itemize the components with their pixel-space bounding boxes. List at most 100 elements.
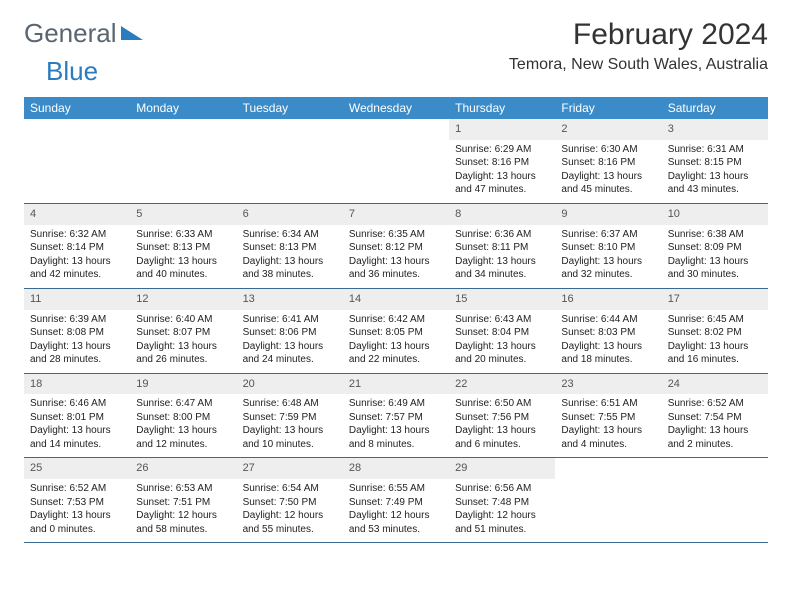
sunset-text: Sunset: 8:10 PM [561, 241, 655, 255]
sunset-text: Sunset: 8:09 PM [668, 241, 762, 255]
location: Temora, New South Wales, Australia [509, 56, 768, 74]
day-number: 4 [24, 204, 130, 225]
daylight-text: Daylight: 13 hours and 0 minutes. [30, 509, 124, 536]
day-body: Sunrise: 6:43 AMSunset: 8:04 PMDaylight:… [449, 310, 555, 373]
sunset-text: Sunset: 7:57 PM [349, 411, 443, 425]
day-number: 24 [662, 374, 768, 395]
day-number: 10 [662, 204, 768, 225]
day-number: 12 [130, 289, 236, 310]
daylight-text: Daylight: 13 hours and 4 minutes. [561, 424, 655, 451]
day-number: 2 [555, 119, 661, 140]
sunset-text: Sunset: 7:48 PM [455, 496, 549, 510]
daylight-text: Daylight: 13 hours and 10 minutes. [243, 424, 337, 451]
sunrise-text: Sunrise: 6:30 AM [561, 143, 655, 157]
day-cell: 23Sunrise: 6:51 AMSunset: 7:55 PMDayligh… [555, 374, 661, 458]
daylight-text: Daylight: 13 hours and 36 minutes. [349, 255, 443, 282]
day-number: 11 [24, 289, 130, 310]
week-row: 11Sunrise: 6:39 AMSunset: 8:08 PMDayligh… [24, 289, 768, 374]
day-body: Sunrise: 6:36 AMSunset: 8:11 PMDaylight:… [449, 225, 555, 288]
logo-triangle-icon [121, 18, 145, 49]
daylight-text: Daylight: 13 hours and 8 minutes. [349, 424, 443, 451]
day-body: Sunrise: 6:52 AMSunset: 7:53 PMDaylight:… [24, 479, 130, 542]
day-number [130, 119, 236, 140]
weekday-mon: Monday [130, 97, 236, 119]
calendar: Sunday Monday Tuesday Wednesday Thursday… [24, 97, 768, 543]
day-cell [237, 119, 343, 203]
daylight-text: Daylight: 13 hours and 24 minutes. [243, 340, 337, 367]
day-body: Sunrise: 6:54 AMSunset: 7:50 PMDaylight:… [237, 479, 343, 542]
day-cell: 26Sunrise: 6:53 AMSunset: 7:51 PMDayligh… [130, 458, 236, 542]
day-number: 26 [130, 458, 236, 479]
sunset-text: Sunset: 7:56 PM [455, 411, 549, 425]
day-number: 27 [237, 458, 343, 479]
week-row: 18Sunrise: 6:46 AMSunset: 8:01 PMDayligh… [24, 374, 768, 459]
day-number: 7 [343, 204, 449, 225]
day-number: 20 [237, 374, 343, 395]
week-row: 1Sunrise: 6:29 AMSunset: 8:16 PMDaylight… [24, 119, 768, 204]
day-cell: 12Sunrise: 6:40 AMSunset: 8:07 PMDayligh… [130, 289, 236, 373]
day-body: Sunrise: 6:48 AMSunset: 7:59 PMDaylight:… [237, 394, 343, 457]
day-cell: 16Sunrise: 6:44 AMSunset: 8:03 PMDayligh… [555, 289, 661, 373]
sunset-text: Sunset: 7:53 PM [30, 496, 124, 510]
day-number: 22 [449, 374, 555, 395]
sunrise-text: Sunrise: 6:43 AM [455, 313, 549, 327]
day-cell: 8Sunrise: 6:36 AMSunset: 8:11 PMDaylight… [449, 204, 555, 288]
month-title: February 2024 [509, 18, 768, 52]
day-body: Sunrise: 6:35 AMSunset: 8:12 PMDaylight:… [343, 225, 449, 288]
sunrise-text: Sunrise: 6:35 AM [349, 228, 443, 242]
day-body [130, 140, 236, 149]
day-body: Sunrise: 6:38 AMSunset: 8:09 PMDaylight:… [662, 225, 768, 288]
day-body: Sunrise: 6:34 AMSunset: 8:13 PMDaylight:… [237, 225, 343, 288]
title-block: February 2024 Temora, New South Wales, A… [509, 18, 768, 74]
day-number: 17 [662, 289, 768, 310]
day-cell: 20Sunrise: 6:48 AMSunset: 7:59 PMDayligh… [237, 374, 343, 458]
day-body: Sunrise: 6:32 AMSunset: 8:14 PMDaylight:… [24, 225, 130, 288]
sunrise-text: Sunrise: 6:44 AM [561, 313, 655, 327]
weekday-sat: Saturday [662, 97, 768, 119]
sunset-text: Sunset: 7:51 PM [136, 496, 230, 510]
day-body: Sunrise: 6:55 AMSunset: 7:49 PMDaylight:… [343, 479, 449, 542]
day-number: 28 [343, 458, 449, 479]
day-number [237, 119, 343, 140]
daylight-text: Daylight: 13 hours and 18 minutes. [561, 340, 655, 367]
day-body: Sunrise: 6:47 AMSunset: 8:00 PMDaylight:… [130, 394, 236, 457]
sunset-text: Sunset: 8:00 PM [136, 411, 230, 425]
day-body: Sunrise: 6:42 AMSunset: 8:05 PMDaylight:… [343, 310, 449, 373]
day-body: Sunrise: 6:37 AMSunset: 8:10 PMDaylight:… [555, 225, 661, 288]
day-number: 6 [237, 204, 343, 225]
sunset-text: Sunset: 8:12 PM [349, 241, 443, 255]
daylight-text: Daylight: 13 hours and 43 minutes. [668, 170, 762, 197]
day-body [555, 479, 661, 488]
day-cell: 22Sunrise: 6:50 AMSunset: 7:56 PMDayligh… [449, 374, 555, 458]
day-cell: 24Sunrise: 6:52 AMSunset: 7:54 PMDayligh… [662, 374, 768, 458]
day-cell: 4Sunrise: 6:32 AMSunset: 8:14 PMDaylight… [24, 204, 130, 288]
day-number: 16 [555, 289, 661, 310]
daylight-text: Daylight: 13 hours and 2 minutes. [668, 424, 762, 451]
sunrise-text: Sunrise: 6:41 AM [243, 313, 337, 327]
weekday-header: Sunday Monday Tuesday Wednesday Thursday… [24, 97, 768, 119]
day-body: Sunrise: 6:49 AMSunset: 7:57 PMDaylight:… [343, 394, 449, 457]
day-number: 19 [130, 374, 236, 395]
daylight-text: Daylight: 12 hours and 55 minutes. [243, 509, 337, 536]
day-cell [24, 119, 130, 203]
sunrise-text: Sunrise: 6:32 AM [30, 228, 124, 242]
sunrise-text: Sunrise: 6:54 AM [243, 482, 337, 496]
daylight-text: Daylight: 13 hours and 45 minutes. [561, 170, 655, 197]
day-cell: 29Sunrise: 6:56 AMSunset: 7:48 PMDayligh… [449, 458, 555, 542]
day-number: 1 [449, 119, 555, 140]
daylight-text: Daylight: 13 hours and 42 minutes. [30, 255, 124, 282]
day-cell: 19Sunrise: 6:47 AMSunset: 8:00 PMDayligh… [130, 374, 236, 458]
sunrise-text: Sunrise: 6:34 AM [243, 228, 337, 242]
day-number: 5 [130, 204, 236, 225]
day-cell: 21Sunrise: 6:49 AMSunset: 7:57 PMDayligh… [343, 374, 449, 458]
logo: General [24, 18, 147, 49]
day-number: 8 [449, 204, 555, 225]
day-number: 15 [449, 289, 555, 310]
day-number [24, 119, 130, 140]
sunrise-text: Sunrise: 6:45 AM [668, 313, 762, 327]
week-row: 4Sunrise: 6:32 AMSunset: 8:14 PMDaylight… [24, 204, 768, 289]
sunset-text: Sunset: 7:54 PM [668, 411, 762, 425]
sunrise-text: Sunrise: 6:33 AM [136, 228, 230, 242]
weekday-tue: Tuesday [237, 97, 343, 119]
day-body: Sunrise: 6:45 AMSunset: 8:02 PMDaylight:… [662, 310, 768, 373]
